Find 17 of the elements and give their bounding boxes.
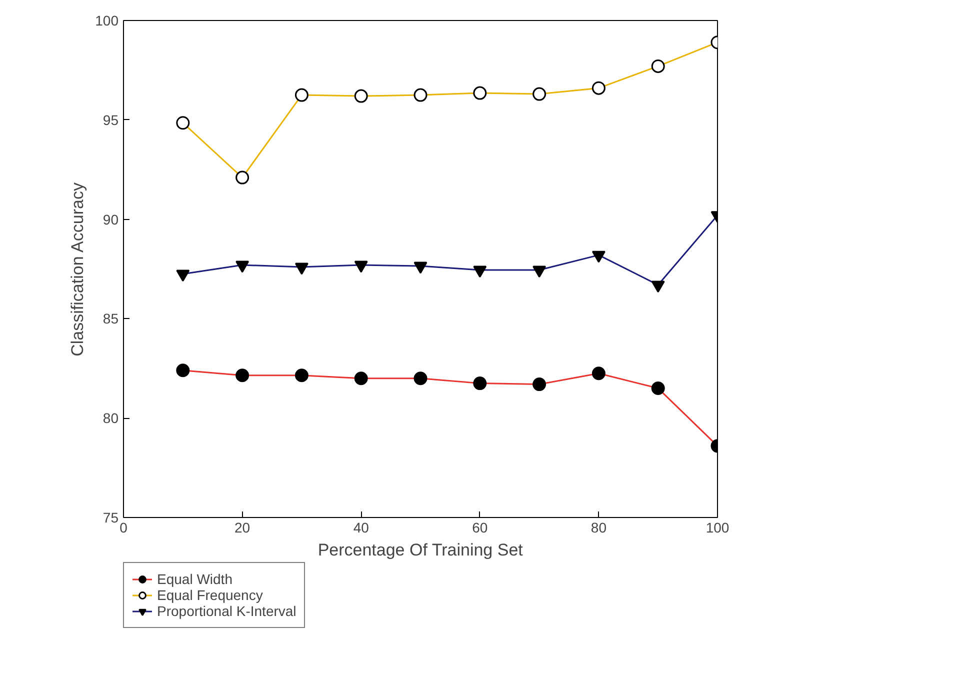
x-tick-label: 20 [234,520,250,536]
y-tick-label: 75 [102,510,119,526]
y-tick-label: 90 [102,211,119,228]
x-tick-label: 40 [353,520,370,536]
y-tick-label: 95 [102,112,119,128]
y-tick-label: 85 [102,310,119,327]
x-tick-label: 100 [706,520,730,536]
legend-label: Proportional K-Interval [157,603,296,619]
x-tick-label: 0 [120,520,128,536]
x-tick-label: 80 [590,520,607,536]
y-tick-label: 100 [95,12,119,28]
y-axis-title: Classification Accuracy [68,182,88,356]
x-tick-label: 60 [472,520,488,536]
legend-label: Equal Frequency [157,587,263,603]
legend-label: Equal Width [157,571,232,587]
y-tick-label: 80 [102,410,119,426]
x-axis-title: Percentage Of Training Set [318,540,524,560]
